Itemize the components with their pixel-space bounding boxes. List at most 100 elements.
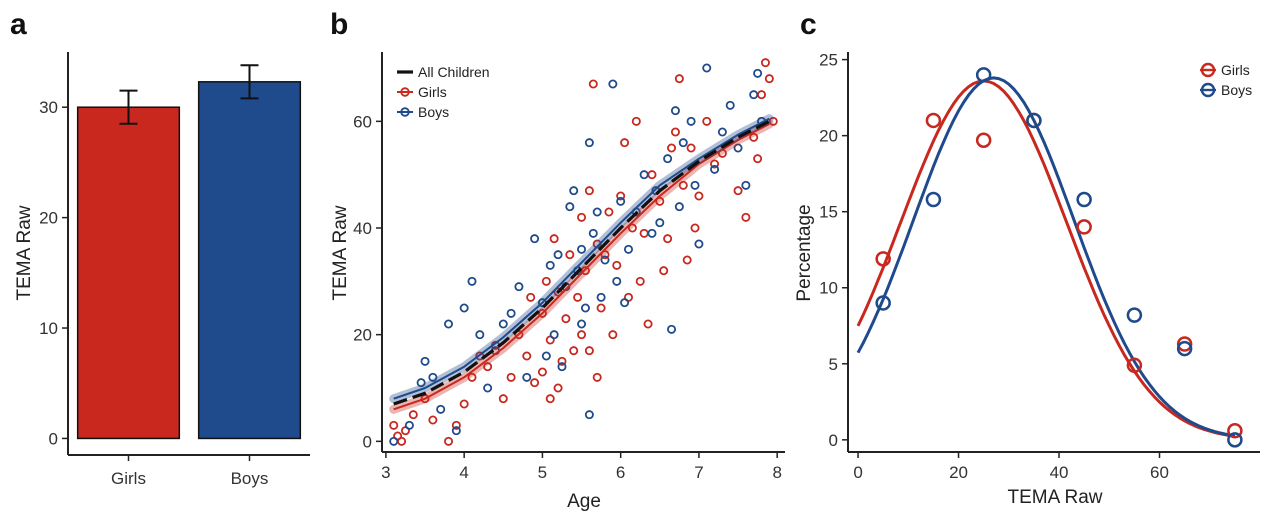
panel-a-y-axis-title: TEMA Raw (14, 205, 35, 300)
y-tick-label: 40 (353, 219, 372, 238)
point-boys (612, 276, 622, 286)
point-girls (764, 74, 774, 84)
point-boys (674, 202, 684, 212)
point-girls (768, 116, 778, 126)
y-tick-label: 5 (829, 355, 838, 374)
point-boys (694, 239, 704, 249)
point-girls (565, 250, 575, 260)
x-tick-label: 0 (853, 463, 862, 482)
bar-girls (76, 106, 181, 440)
fit-line-girls (393, 123, 770, 411)
point-girls (631, 116, 641, 126)
point-boys (553, 250, 563, 260)
point-boys (620, 298, 630, 308)
point-boys (467, 276, 477, 286)
point-boys (498, 319, 508, 329)
point-girls (760, 58, 770, 68)
point-girls (678, 180, 688, 190)
panel-letter-b: b (330, 8, 348, 41)
point-girls (444, 436, 454, 446)
point-girls (659, 266, 669, 276)
point-girls (428, 415, 438, 425)
point-boys (710, 164, 720, 174)
point-girls (682, 255, 692, 265)
point-boys (584, 138, 594, 148)
point-girls (577, 330, 587, 340)
point-girls (667, 143, 677, 153)
panel-c-scatter-chart: c 0 5 10 15 20 25 0 20 40 60 Girls Boys Percentage… (794, 8, 1260, 508)
y-tick-label: 20 (353, 326, 372, 345)
point-girls (584, 346, 594, 356)
point-girls (573, 292, 583, 302)
point-boys (925, 191, 942, 208)
y-tick-label: 0 (49, 429, 58, 448)
point-girls (612, 260, 622, 270)
legend-label: Boys (1221, 82, 1252, 98)
point-boys (639, 170, 649, 180)
point-girls (451, 420, 461, 430)
point-boys (702, 63, 712, 73)
y-tick-label: 10 (39, 319, 58, 338)
point-girls (522, 351, 532, 361)
point-boys (733, 143, 743, 153)
legend-label: Boys (418, 104, 449, 120)
point-boys (416, 378, 426, 388)
point-boys (584, 410, 594, 420)
bar-boys (197, 81, 302, 440)
point-boys (678, 138, 688, 148)
panel-b-x-axis-title: Age (567, 491, 601, 512)
point-boys (1076, 191, 1092, 208)
point-boys (444, 319, 454, 329)
point-boys (577, 319, 587, 329)
point-girls (674, 74, 684, 84)
point-boys (616, 196, 626, 206)
point-girls (557, 356, 567, 366)
point-boys (1126, 307, 1143, 323)
fit-line-boys (393, 117, 770, 400)
legend-entry-all-children: All Children (397, 64, 490, 80)
legend-entry-boys: Boys (397, 104, 449, 120)
error-bar-boys (240, 64, 259, 100)
point-boys (483, 383, 493, 393)
point-boys (588, 228, 598, 238)
point-boys (459, 303, 469, 313)
point-girls (592, 372, 602, 382)
point-girls (620, 138, 630, 148)
panel-c-y-axis-title: Percentage (794, 204, 815, 301)
fit-curve-girls (856, 79, 1236, 438)
point-boys (600, 255, 610, 265)
point-boys (647, 228, 657, 238)
point-girls (875, 251, 891, 267)
point-girls (506, 372, 516, 382)
point-boys (522, 372, 532, 382)
x-tick-label: 5 (538, 463, 547, 482)
point-girls (694, 191, 704, 201)
point-boys (506, 308, 516, 318)
x-tick-label: 40 (1050, 463, 1069, 482)
point-girls (757, 90, 767, 100)
x-tick-label: 6 (616, 463, 625, 482)
x-tick-label-boys: Boys (231, 469, 269, 488)
point-boys (514, 282, 524, 292)
point-boys (655, 218, 665, 228)
panel-c-legend: Girls Boys (1200, 62, 1252, 98)
legend-entry-girls: Girls (1200, 62, 1250, 78)
y-tick-label: 20 (39, 209, 58, 228)
panel-a-bar-chart: a 0 10 20 30 Girls Boys TEMA Raw (10, 8, 310, 488)
y-tick-label: 20 (819, 127, 838, 146)
x-tick-label: 4 (459, 463, 468, 482)
point-boys (545, 260, 555, 270)
point-girls (526, 292, 536, 302)
y-tick-label: 60 (353, 112, 372, 131)
point-girls (635, 276, 645, 286)
point-boys (741, 180, 751, 190)
y-tick-label: 30 (39, 98, 58, 117)
point-girls (537, 308, 547, 318)
point-boys (451, 426, 461, 436)
legend-label: All Children (418, 64, 490, 80)
point-girls (608, 330, 618, 340)
y-tick-label: 0 (363, 432, 372, 451)
legend-entry-boys: Boys (1200, 82, 1252, 98)
point-girls (514, 330, 524, 340)
point-girls (925, 112, 942, 129)
